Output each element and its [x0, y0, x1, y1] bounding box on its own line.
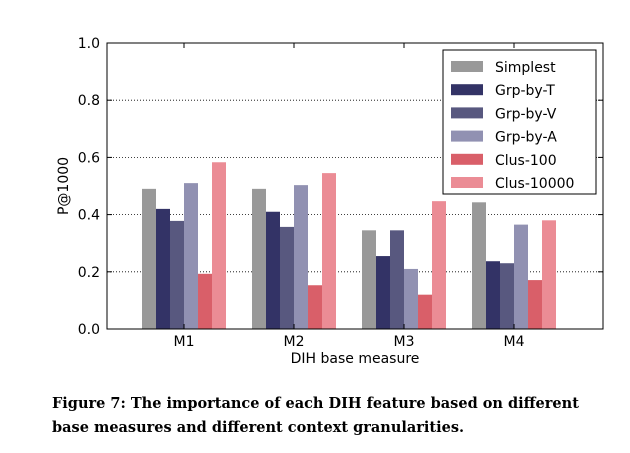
bar-clus-10000-m2 [322, 173, 336, 329]
bar-simplest-m4 [472, 202, 486, 329]
bar-clus-100-m4 [528, 280, 542, 329]
bar-clus-10000-m3 [432, 201, 446, 329]
legend-label: Grp-by-V [495, 106, 557, 122]
legend-box [442, 49, 597, 195]
legend-label: Grp-by-T [495, 83, 555, 99]
legend-label: Clus-10000 [495, 176, 574, 192]
bar-clus-100-m3 [418, 294, 432, 329]
bar-grp-by-t-m3 [376, 256, 390, 329]
bar-grp-by-a-m2 [294, 185, 308, 329]
legend-label: Simplest [495, 60, 556, 76]
bar-grp-by-a-m4 [514, 224, 528, 329]
legend-label: Clus-100 [495, 153, 557, 169]
bar-grp-by-a-m3 [404, 268, 418, 329]
bar-simplest-m1 [142, 188, 156, 329]
x-tick-label: M1 [174, 334, 195, 350]
y-tick-label: 0.6 [78, 150, 100, 166]
bar-grp-by-v-m4 [500, 263, 514, 329]
bar-grp-by-v-m2 [280, 226, 294, 329]
y-axis-label: P@1000 [56, 157, 72, 215]
legend: Simplest Grp-by-T Grp-by-V Grp-by-A Clus-100… [442, 49, 597, 195]
bar-grp-by-t-m4 [486, 261, 500, 329]
bar-clus-100-m2 [308, 285, 322, 329]
legend-swatch [451, 177, 483, 188]
y-axis: 0.0 0.2 0.4 0.6 0.8 1.0 [78, 36, 603, 338]
legend-swatch [451, 84, 483, 96]
x-axis: M1 M2 M3 M4 [174, 43, 525, 350]
y-tick-label: 0.4 [78, 208, 100, 224]
y-tick-label: 0.0 [78, 322, 100, 338]
bar-clus-10000-m1 [212, 162, 226, 329]
x-tick-label: M3 [394, 334, 415, 350]
caption-line-1: Figure 7: The importance of each DIH fea… [52, 395, 579, 412]
y-tick-label: 0.8 [78, 93, 100, 109]
bar-clus-100-m1 [198, 273, 212, 329]
caption-line-2: base measures and different context gran… [52, 419, 465, 436]
bar-grp-by-v-m3 [390, 230, 404, 329]
bar-simplest-m3 [362, 230, 376, 329]
bar-simplest-m2 [252, 188, 266, 329]
bar-grp-by-a-m1 [184, 183, 198, 329]
y-tick-label: 1.0 [78, 36, 100, 52]
x-axis-label: DIH base measure [291, 351, 420, 367]
legend-swatch [451, 61, 483, 72]
bar-grp-by-t-m1 [156, 208, 170, 329]
bar-grp-by-v-m1 [170, 220, 184, 329]
bar-series [142, 162, 556, 329]
x-tick-label: M2 [284, 334, 305, 350]
legend-label: Grp-by-A [495, 130, 557, 146]
bar-grp-by-t-m2 [266, 211, 280, 329]
legend-swatch [451, 107, 483, 119]
y-tick-label: 0.2 [78, 265, 100, 281]
bar-clus-10000-m4 [542, 220, 556, 329]
plot-frame [106, 42, 604, 330]
legend-swatch [451, 130, 483, 142]
bar-chart: 0.0 0.2 0.4 0.6 0.8 1.0 M1 M2 M3 M4 DIH base mea… [56, 36, 604, 367]
x-tick-label: M4 [504, 334, 525, 350]
legend-swatch [451, 153, 483, 165]
figure-caption: Figure 7: The importance of each DIH fea… [52, 392, 612, 440]
